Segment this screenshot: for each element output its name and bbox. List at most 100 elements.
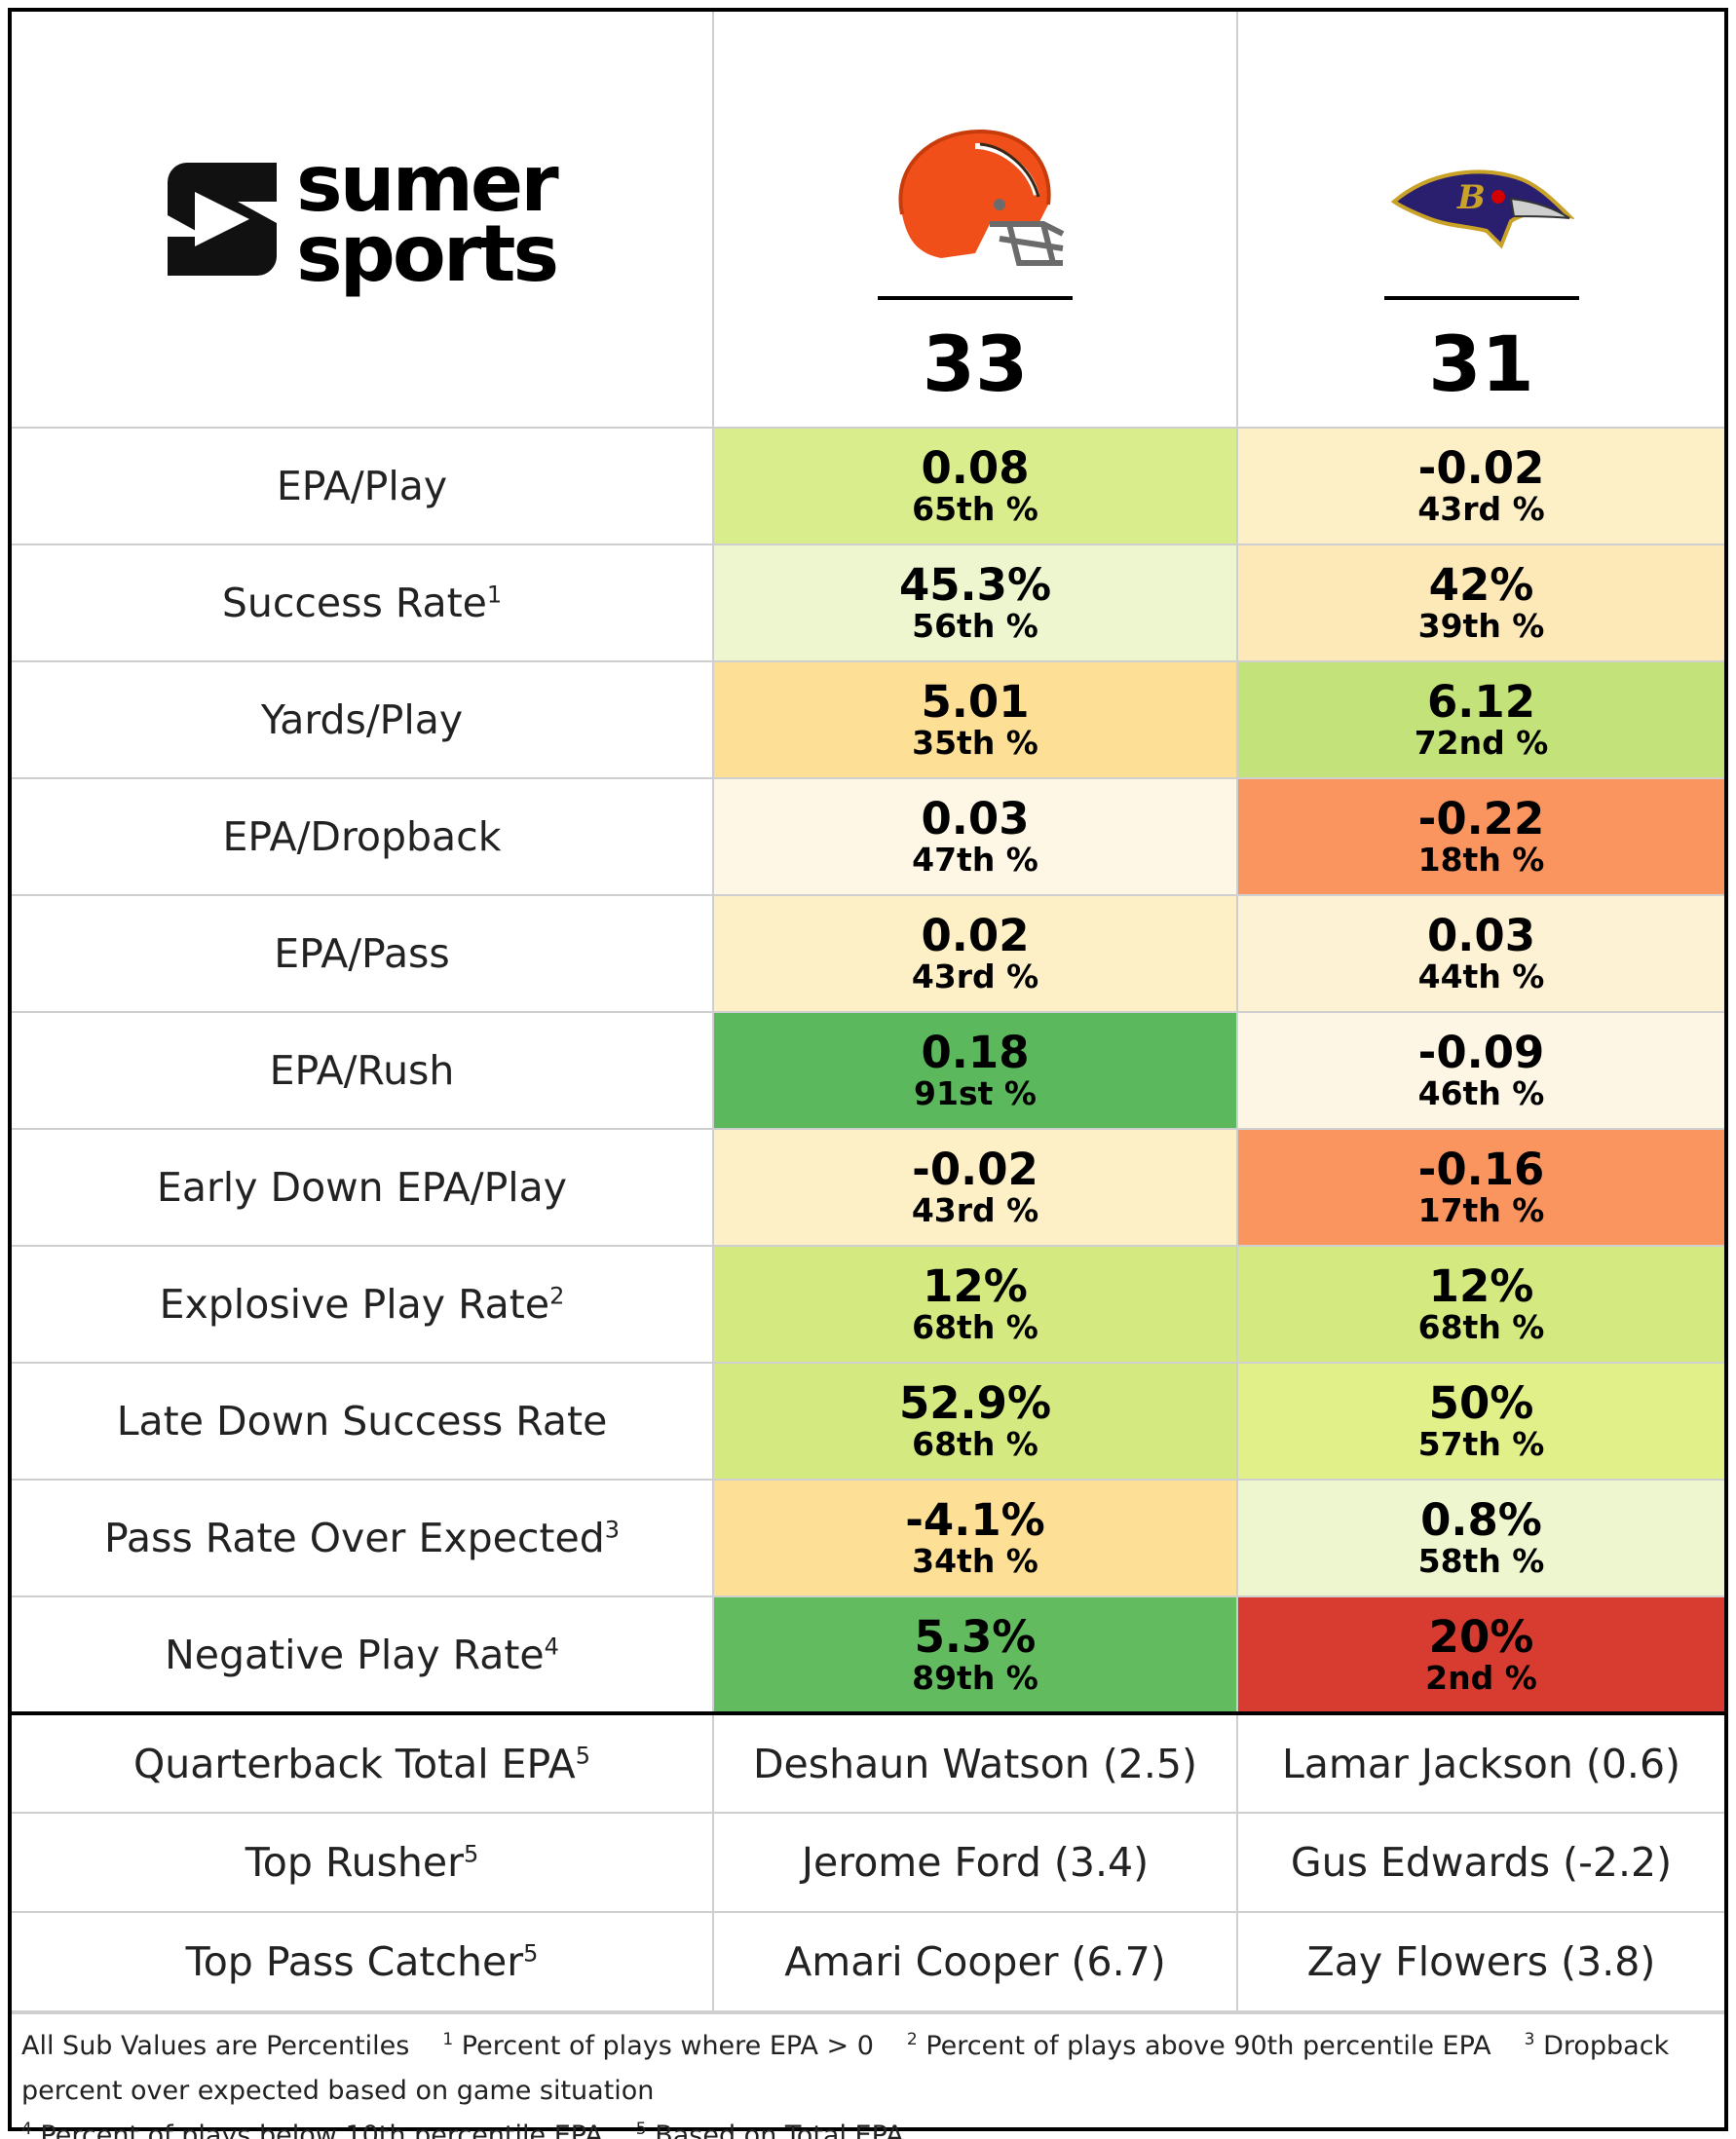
player-label: Top Pass Catcher5 bbox=[186, 1938, 539, 1985]
footnote-1-mark: 1 bbox=[442, 2030, 454, 2049]
stat-value: -0.02 bbox=[912, 1144, 1038, 1195]
stat-percentile: 91st % bbox=[914, 1074, 1037, 1112]
sumer-sports-logo: sumer sports bbox=[168, 138, 559, 293]
stat-percentile: 43rd % bbox=[911, 957, 1039, 995]
sumer-logo-icon bbox=[168, 163, 277, 276]
player-name: Lamar Jackson (0.6) bbox=[1281, 1740, 1681, 1787]
stat-row-yards-play: Yards/Play 5.01 35th % 6.12 72nd % bbox=[12, 660, 1724, 779]
team1-stat-cell: 5.01 35th % bbox=[712, 660, 1238, 779]
team1-stat-cell: 0.08 65th % bbox=[712, 427, 1238, 545]
footnote-4-text: Percent of plays below 10th percentile E… bbox=[40, 2120, 603, 2139]
stat-percentile: 68th % bbox=[912, 1308, 1038, 1346]
stat-percentile: 34th % bbox=[912, 1542, 1038, 1580]
team2-divider bbox=[1383, 296, 1579, 300]
player-label-cell: Top Rusher5 bbox=[12, 1812, 714, 1913]
footnote-3: 3 Dropback percent over expected based o… bbox=[21, 2031, 1669, 2106]
team2-stat-cell: 0.03 44th % bbox=[1236, 894, 1724, 1013]
stat-value: 45.3% bbox=[898, 559, 1052, 611]
stat-label-cell: Early Down EPA/Play bbox=[12, 1128, 714, 1247]
stat-value: 0.03 bbox=[921, 793, 1030, 844]
stat-percentile: 35th % bbox=[912, 724, 1038, 762]
stat-percentile: 44th % bbox=[1417, 957, 1545, 995]
stat-value: -0.02 bbox=[1417, 442, 1545, 494]
player-name: Deshaun Watson (2.5) bbox=[752, 1740, 1198, 1787]
team1-score: 33 bbox=[922, 321, 1029, 409]
stat-percentile: 72nd % bbox=[1414, 724, 1549, 762]
team1-stat-cell: 45.3% 56th % bbox=[712, 544, 1238, 662]
footnote-5-text: Based on Total EPA bbox=[655, 2120, 904, 2139]
player-row-top-rusher: Top Rusher5 Jerome Ford (3.4) Gus Edwards … bbox=[12, 1812, 1724, 1913]
stat-percentile: 47th % bbox=[912, 841, 1038, 879]
player-name: Gus Edwards (-2.2) bbox=[1290, 1839, 1673, 1886]
stat-label: Yards/Play bbox=[261, 696, 463, 743]
stat-value: 5.3% bbox=[914, 1610, 1037, 1663]
stat-row-pass-rate-over-expected: Pass Rate Over Expected3 -4.1% 34th % 0.8% 5… bbox=[12, 1479, 1724, 1597]
svg-text:B: B bbox=[1456, 178, 1486, 217]
team2-stat-cell: 12% 68th % bbox=[1236, 1245, 1724, 1364]
stat-row-epa-play: EPA/Play 0.08 65th % -0.02 43rd % bbox=[12, 427, 1724, 545]
team2-stat-cell: 20% 2nd % bbox=[1236, 1595, 1724, 1714]
team2-player-cell: Lamar Jackson (0.6) bbox=[1236, 1711, 1724, 1814]
stat-percentile: 2nd % bbox=[1425, 1658, 1537, 1697]
stat-row-epa-dropback: EPA/Dropback 0.03 47th % -0.22 18th % bbox=[12, 777, 1724, 896]
team2-player-cell: Zay Flowers (3.8) bbox=[1236, 1911, 1724, 2012]
stat-label-text: Pass Rate Over Expected bbox=[103, 1515, 605, 1561]
footnote-marker: 5 bbox=[575, 1741, 590, 1769]
stat-label: EPA/Pass bbox=[274, 930, 450, 977]
stat-percentile: 43rd % bbox=[1417, 490, 1545, 528]
stat-label-text: Success Rate bbox=[221, 580, 487, 626]
stat-value: 20% bbox=[1428, 1610, 1534, 1663]
team2-stat-cell: -0.09 46th % bbox=[1236, 1011, 1724, 1130]
team1-stat-cell: 12% 68th % bbox=[712, 1245, 1238, 1364]
stat-percentile: 89th % bbox=[912, 1658, 1038, 1697]
stat-value: 6.12 bbox=[1426, 676, 1536, 728]
stat-label-cell: Late Down Success Rate bbox=[12, 1362, 714, 1481]
stat-label-text: EPA/Pass bbox=[274, 930, 450, 977]
stat-label-text: Late Down Success Rate bbox=[116, 1398, 608, 1445]
stat-percentile: 39th % bbox=[1417, 607, 1545, 645]
team2-stat-cell: 6.12 72nd % bbox=[1236, 660, 1724, 779]
stat-label: Explosive Play Rate2 bbox=[160, 1281, 565, 1328]
stat-value: 42% bbox=[1428, 559, 1534, 611]
stat-percentile: 56th % bbox=[912, 607, 1038, 645]
stat-label-text: Explosive Play Rate bbox=[159, 1281, 550, 1328]
footnote-marker: 3 bbox=[604, 1516, 621, 1544]
stat-label-text: EPA/Rush bbox=[269, 1047, 455, 1094]
stat-label: Success Rate1 bbox=[222, 580, 502, 626]
footnote-5-mark: 5 bbox=[635, 2120, 647, 2139]
stat-label: Late Down Success Rate bbox=[117, 1398, 608, 1445]
player-row-top-pass-catcher: Top Pass Catcher5 Amari Cooper (6.7) Zay F… bbox=[12, 1911, 1724, 2012]
stat-label-cell: Negative Play Rate4 bbox=[12, 1595, 714, 1714]
stat-label-text: EPA/Play bbox=[276, 463, 448, 509]
team2-stat-cell: -0.16 17th % bbox=[1236, 1128, 1724, 1247]
footnote-3-mark: 3 bbox=[1524, 2030, 1535, 2049]
player-row-quarterback-total-epa: Quarterback Total EPA5 Deshaun Watson (2.… bbox=[12, 1711, 1724, 1814]
footnote-4: 4 Percent of plays below 10th percentile… bbox=[21, 2120, 603, 2139]
footnote-2: 2 Percent of plays above 90th percentile… bbox=[907, 2031, 1491, 2061]
footnote-3-text: Dropback percent over expected based on … bbox=[21, 2031, 1670, 2106]
brand-line-1: sumer bbox=[296, 138, 559, 229]
stat-percentile: 65th % bbox=[912, 490, 1038, 528]
team1-divider bbox=[878, 296, 1073, 300]
stat-label-text: Early Down EPA/Play bbox=[156, 1164, 568, 1211]
stat-row-early-down-epa-play: Early Down EPA/Play -0.02 43rd % -0.16 17th … bbox=[12, 1128, 1724, 1247]
team1-stat-cell: 52.9% 68th % bbox=[712, 1362, 1238, 1481]
footnote-marker: 5 bbox=[464, 1840, 479, 1868]
stat-value: 0.02 bbox=[921, 910, 1030, 961]
team1-stat-cell: 0.03 47th % bbox=[712, 777, 1238, 896]
stat-row-explosive-play-rate: Explosive Play Rate2 12% 68th % 12% 68th % bbox=[12, 1245, 1724, 1364]
team1-player-cell: Jerome Ford (3.4) bbox=[712, 1812, 1238, 1913]
stat-row-negative-play-rate: Negative Play Rate4 5.3% 89th % 20% 2nd % bbox=[12, 1595, 1724, 1714]
player-name: Amari Cooper (6.7) bbox=[784, 1938, 1166, 1985]
team2-header: B 31 bbox=[1236, 12, 1724, 429]
team2-stat-cell: 0.8% 58th % bbox=[1236, 1479, 1724, 1597]
stat-value: 0.08 bbox=[921, 442, 1030, 494]
team2-stat-cell: 42% 39th % bbox=[1236, 544, 1724, 662]
team2-stat-cell: 50% 57th % bbox=[1236, 1362, 1724, 1481]
footnote-2-text: Percent of plays above 90th percentile E… bbox=[925, 2031, 1491, 2061]
browns-helmet-icon bbox=[898, 129, 1065, 266]
stat-label-cell: EPA/Dropback bbox=[12, 777, 714, 896]
stat-percentile: 58th % bbox=[1417, 1542, 1545, 1580]
team2-score: 31 bbox=[1428, 321, 1534, 409]
stat-value: 12% bbox=[1428, 1260, 1534, 1312]
